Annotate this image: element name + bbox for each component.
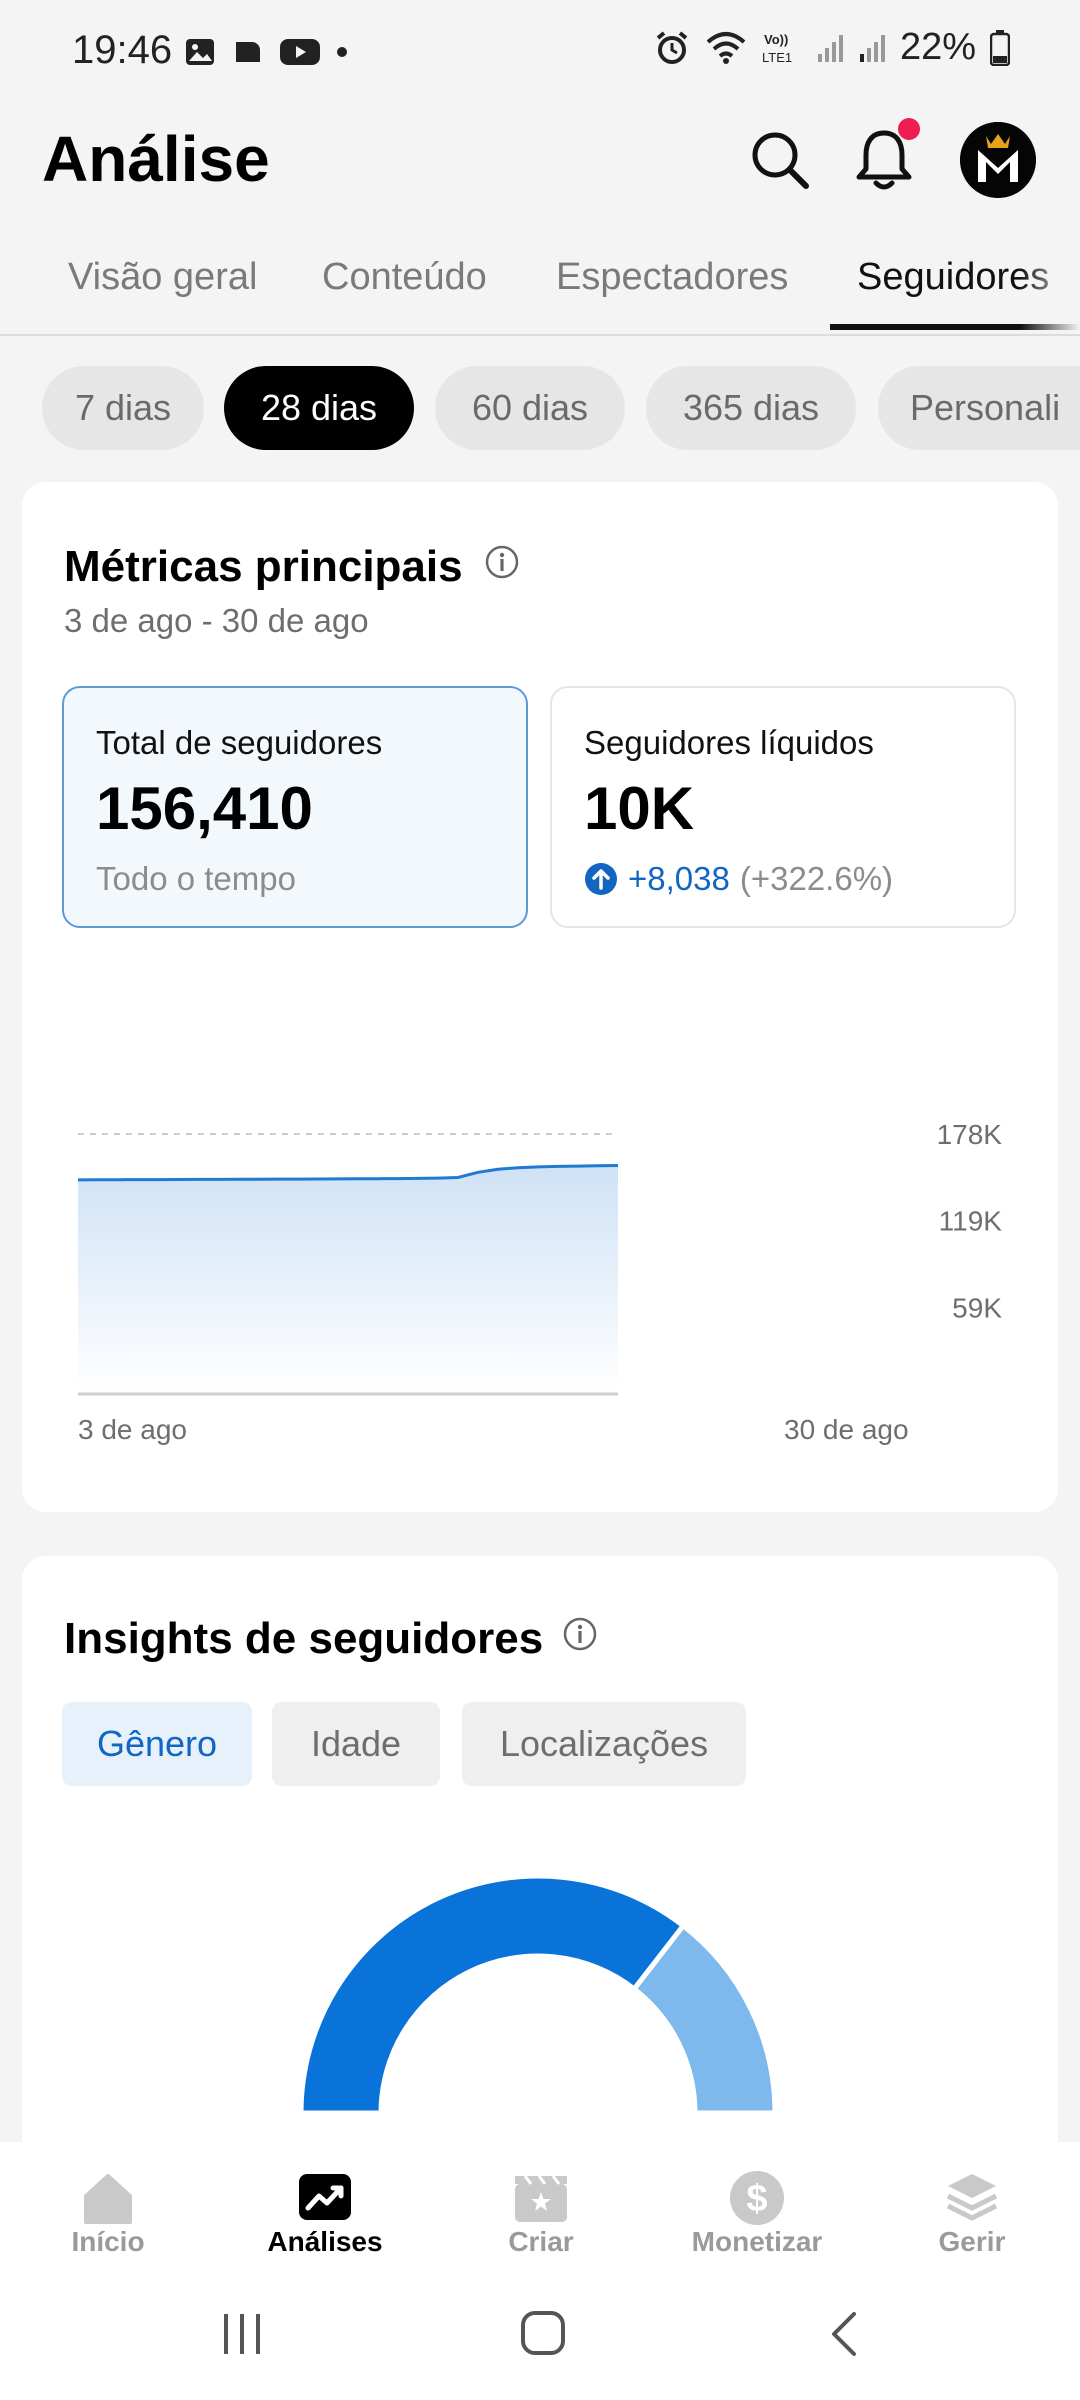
tab-scroll-fade	[1020, 230, 1080, 330]
chip-28-dias[interactable]: 28 dias	[224, 366, 414, 450]
metric-net-change: +8,038	[628, 860, 730, 897]
chip-7-dias[interactable]: 7 dias	[42, 366, 204, 450]
arrow-up-circle-icon	[585, 863, 617, 895]
nav-inicio[interactable]: Início	[28, 2142, 188, 2278]
chart-area-fill	[78, 1165, 618, 1394]
bottom-navigation: Início Análises Criar $ Monetizar Gerir	[0, 2142, 1080, 2278]
notifications-button[interactable]	[842, 118, 926, 202]
metrics-card-title: Métricas principais	[64, 542, 463, 591]
tab-espectadores[interactable]: Espectadores	[556, 256, 789, 298]
system-navigation-bar	[0, 2278, 1080, 2400]
y-tick-label: 119K	[939, 1206, 1003, 1237]
nav-criar-label: Criar	[508, 2226, 574, 2257]
y-tick-label: 59K	[952, 1292, 1002, 1323]
svg-text:Vo)): Vo))	[764, 32, 788, 47]
svg-text:LTE1: LTE1	[762, 50, 792, 65]
donut-segment[interactable]	[630, 1922, 778, 2116]
insights-card-title: Insights de seguidores	[64, 1614, 544, 1663]
metric-total-value: 156,410	[96, 775, 313, 842]
wifi-icon	[706, 31, 746, 64]
youtube-icon	[280, 39, 320, 65]
alarm-icon	[656, 30, 688, 64]
create-icon	[515, 2175, 567, 2222]
segment-genero[interactable]: Gênero	[62, 1702, 252, 1786]
metric-total-footer: Todo o tempo	[96, 860, 296, 897]
info-icon[interactable]	[562, 1616, 598, 1652]
tab-conteudo[interactable]: Conteúdo	[322, 256, 487, 298]
search-icon	[752, 132, 809, 189]
nav-monetizar[interactable]: $ Monetizar	[677, 2142, 837, 2278]
metric-total-label: Total de seguidores	[96, 724, 383, 761]
volte-icon: Vo)) LTE1	[762, 32, 792, 65]
status-right-icons: Vo)) LTE1 22%	[654, 26, 1010, 69]
nav-inicio-label: Início	[71, 2226, 145, 2257]
signal-2-icon	[859, 34, 885, 62]
recent-apps-icon[interactable]	[222, 2312, 262, 2356]
segment-idade[interactable]: Idade	[272, 1702, 440, 1786]
x-axis-end-label: 30 de ago	[784, 1414, 909, 1445]
x-axis-start-label: 3 de ago	[78, 1414, 187, 1445]
search-button[interactable]	[738, 118, 822, 202]
donut-segment[interactable]	[298, 1873, 687, 2116]
gallery-icon	[186, 39, 214, 65]
date-range-chips: 7 dias 28 dias 60 dias 365 dias Personal…	[42, 366, 1080, 452]
tab-visao-geral[interactable]: Visão geral	[68, 256, 258, 298]
svg-text:$: $	[746, 2178, 767, 2220]
metric-net-change-pct: (+322.6%)	[739, 860, 894, 897]
status-left-icons	[184, 36, 348, 68]
dollar-icon: $	[730, 2171, 784, 2225]
app-notification-icon	[236, 42, 260, 62]
chip-60-dias[interactable]: 60 dias	[435, 366, 625, 450]
chart-series-line	[77, 1164, 619, 1182]
layers-icon	[946, 2174, 998, 2221]
notification-dot	[898, 118, 920, 140]
metric-net-change-row: +8,038 (+322.6%)	[584, 860, 893, 898]
home-button-icon[interactable]	[520, 2310, 566, 2356]
status-bar: 19:46 Vo)) LTE1 22%	[0, 0, 1080, 100]
metric-total-followers[interactable]: Total de seguidores 156,410 Todo o tempo	[62, 686, 528, 928]
y-tick-label: 178K	[937, 1119, 1003, 1150]
nav-analises-label: Análises	[267, 2226, 383, 2257]
battery-icon	[990, 29, 1010, 66]
nav-analises[interactable]: Análises	[245, 2142, 405, 2278]
metric-net-label: Seguidores líquidos	[584, 724, 874, 761]
page-title: Análise	[42, 123, 270, 195]
nav-criar[interactable]: Criar	[461, 2142, 621, 2278]
segment-localizacoes[interactable]: Localizações	[462, 1702, 746, 1786]
metric-net-value: 10K	[584, 775, 695, 842]
metrics-date-range: 3 de ago - 30 de ago	[64, 602, 369, 639]
chip-personalizado[interactable]: Personali	[878, 366, 1080, 450]
info-icon[interactable]	[484, 544, 520, 580]
avatar[interactable]	[960, 122, 1036, 198]
battery-percent: 22%	[899, 26, 976, 68]
back-icon[interactable]	[828, 2310, 860, 2358]
nav-gerir[interactable]: Gerir	[892, 2142, 1052, 2278]
tab-seguidores[interactable]: Seguidores	[857, 256, 1050, 298]
nav-gerir-label: Gerir	[938, 2226, 1006, 2257]
signal-1-icon	[817, 34, 843, 62]
more-notifications-dot-icon	[337, 47, 347, 57]
gender-donut-chart[interactable]	[22, 1836, 1058, 2156]
metrics-card: Métricas principais 3 de ago - 30 de ago…	[22, 482, 1058, 1512]
analytics-tabs: Visão geral Conteúdo Espectadores Seguid…	[0, 230, 1080, 336]
nav-monetizar-label: Monetizar	[691, 2226, 823, 2257]
metric-net-followers[interactable]: Seguidores líquidos 10K +8,038 (+322.6%)	[550, 686, 1016, 928]
avatar-logo-icon	[960, 122, 1036, 198]
active-tab-indicator	[830, 324, 1080, 330]
insights-card: Insights de seguidores Gênero Idade Loca…	[22, 1556, 1058, 2256]
bell-icon	[856, 130, 912, 190]
analytics-icon	[299, 2174, 351, 2220]
followers-area-chart[interactable]: 178K 119K 59K	[22, 962, 1058, 1402]
chip-365-dias[interactable]: 365 dias	[646, 366, 856, 450]
status-time: 19:46	[72, 28, 173, 72]
home-icon	[84, 2174, 132, 2224]
